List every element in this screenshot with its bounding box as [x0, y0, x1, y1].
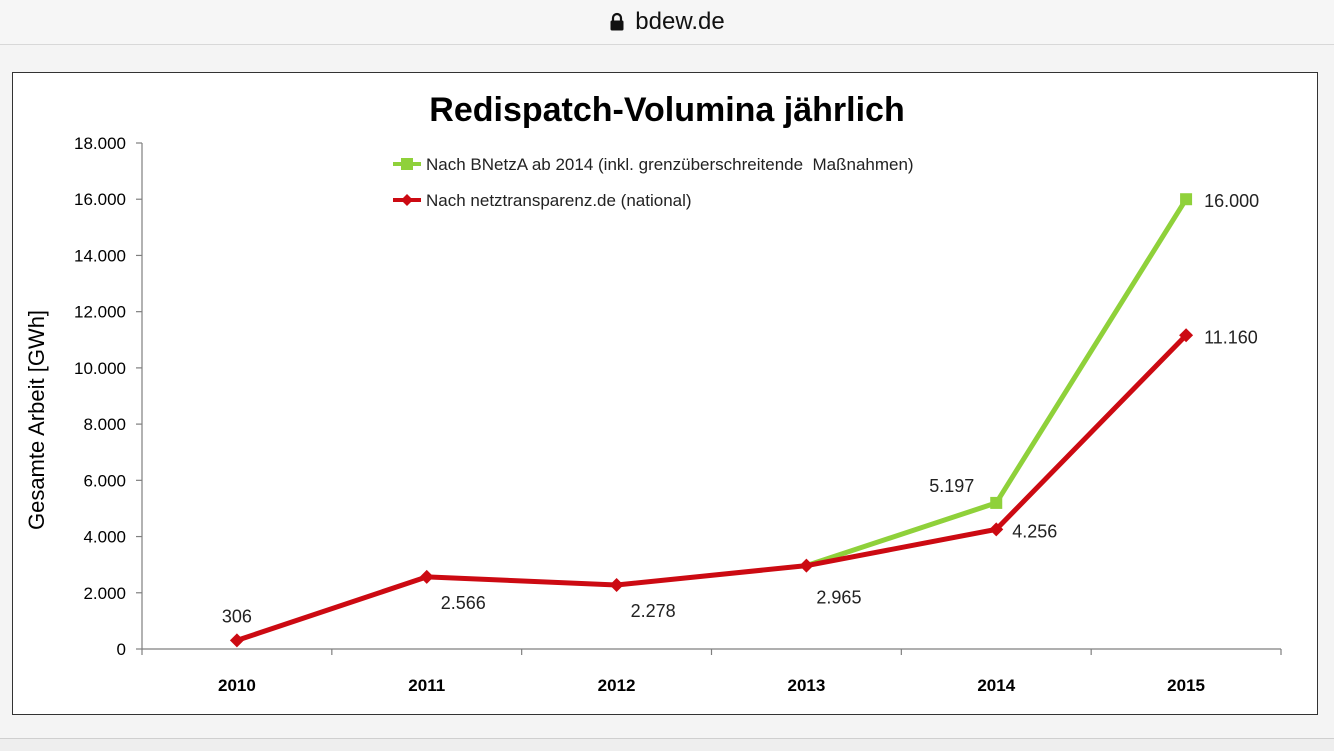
- y-tick-label: 16.000: [74, 190, 126, 209]
- x-tick-label: 2014: [977, 676, 1015, 695]
- data-point: [990, 496, 1003, 509]
- data-point: [229, 633, 244, 648]
- data-point: [799, 558, 814, 573]
- bottom-bar: [0, 738, 1334, 751]
- series-layer: 5.197 16.000 306 2.566 2.278 2.965 4.256 11.160: [222, 191, 1259, 648]
- data-label: 11.160: [1204, 327, 1258, 347]
- series-line: [803, 196, 1189, 569]
- data-point: [989, 522, 1004, 537]
- chart-title: Redispatch-Volumina jährlich: [429, 91, 904, 129]
- x-tick-label: 2015: [1167, 676, 1205, 695]
- chart-frame: Redispatch-Volumina jährlich Gesamte Arb…: [12, 72, 1318, 715]
- y-tick-label: 18.000: [74, 134, 126, 153]
- data-label: 4.256: [1012, 521, 1057, 541]
- data-label: 2.965: [816, 588, 861, 608]
- x-tick-label: 2013: [788, 676, 826, 695]
- y-tick-label: 4.000: [83, 528, 126, 547]
- legend-label: Nach BNetzA ab 2014 (inkl. grenzüberschr…: [426, 155, 914, 174]
- y-tick-label: 8.000: [83, 415, 126, 434]
- y-axis-label: Gesamte Arbeit [GWh]: [24, 310, 49, 530]
- x-tick-label: 2010: [218, 676, 256, 695]
- series-line: [234, 332, 1189, 643]
- data-point: [1179, 328, 1194, 343]
- url-text: bdew.de: [635, 8, 725, 35]
- data-label: 5.197: [929, 476, 974, 496]
- y-tick-label: 10.000: [74, 359, 126, 378]
- y-tick-label: 14.000: [74, 246, 126, 265]
- x-tick-label: 2011: [408, 676, 445, 695]
- y-tick-label: 2.000: [83, 584, 126, 603]
- lock-icon: [610, 12, 624, 31]
- data-point: [419, 569, 434, 584]
- legend-marker: [401, 194, 413, 206]
- x-tick-label: 2012: [598, 676, 636, 695]
- data-label: 2.566: [441, 593, 486, 613]
- y-tick-label: 0: [117, 640, 126, 659]
- y-tick-label: 6.000: [83, 471, 126, 490]
- data-point: [609, 577, 624, 592]
- legend-marker: [401, 158, 413, 170]
- legend: Nach BNetzA ab 2014 (inkl. grenzüberschr…: [393, 155, 914, 210]
- legend-label: Nach netztransparenz.de (national): [426, 191, 692, 210]
- axes: 0 2.000 4.000 6.000 8.000 10.000 12.000 14.000 1…: [74, 134, 1282, 695]
- data-label: 306: [222, 606, 252, 626]
- y-tick-label: 12.000: [74, 303, 126, 322]
- data-label: 16.000: [1204, 191, 1259, 211]
- line-chart: Redispatch-Volumina jährlich Gesamte Arb…: [24, 91, 1282, 695]
- data-point: [1180, 193, 1193, 206]
- data-label: 2.278: [631, 601, 676, 621]
- browser-url-bar[interactable]: bdew.de: [0, 0, 1334, 45]
